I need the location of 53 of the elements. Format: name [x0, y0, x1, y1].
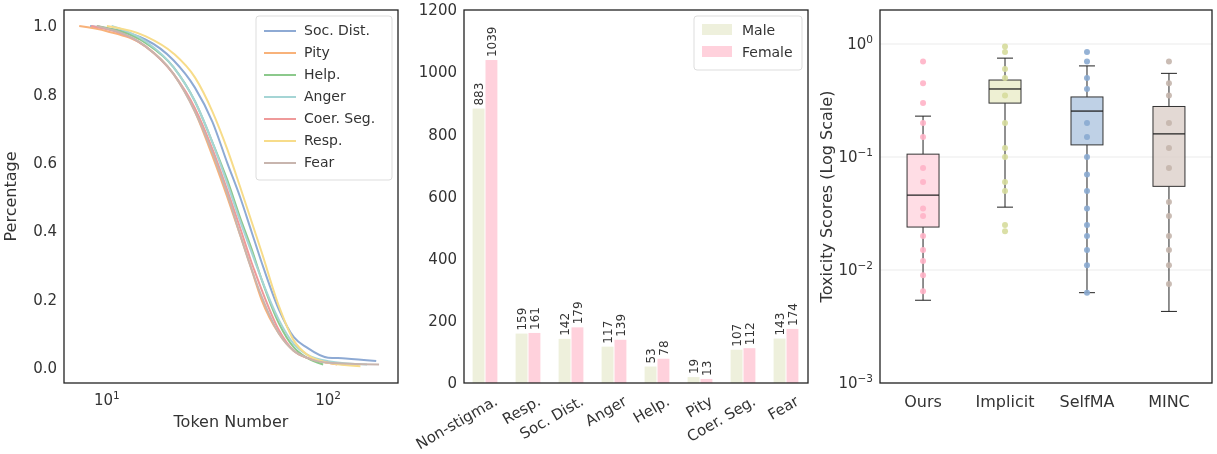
legend-label: Female: [742, 43, 793, 60]
data-label: 174: [786, 303, 801, 326]
y-tick-label: 600: [428, 187, 457, 206]
data-label: 117: [601, 320, 616, 344]
data-label: 139: [614, 313, 629, 337]
legend-label: Help.: [304, 65, 341, 82]
x-tick-label: Help.: [630, 391, 673, 428]
y-tick-label: 800: [428, 125, 457, 144]
x-tick-label: Implicit: [975, 392, 1035, 411]
y-tick-label: 0: [447, 374, 457, 393]
data-label: 159: [515, 307, 530, 331]
legend-label: Male: [742, 21, 776, 38]
data-label: 142: [558, 312, 573, 336]
legend-label: Soc. Dist.: [304, 21, 370, 38]
y-tick-label: 0.6: [33, 154, 57, 173]
data-label: 883: [472, 82, 487, 106]
x-tick-label: 10$^{2}$: [315, 389, 341, 409]
legend-label: Pity: [304, 43, 330, 60]
y-tick-label: 1.0: [33, 17, 57, 36]
y-tick-label: 1200: [418, 1, 457, 20]
x-tick-label: Ours: [904, 392, 942, 411]
y-tick-label: 0.2: [33, 290, 57, 309]
data-label: 1039: [485, 26, 500, 58]
y-tick-label: 1000: [418, 63, 457, 82]
legend-label: Coer. Seg.: [304, 109, 376, 126]
data-label: 19: [687, 358, 702, 375]
y-tick-label: 10$^{0}$: [847, 33, 873, 54]
data-label: 13: [700, 360, 715, 376]
data-label: 112: [743, 322, 758, 346]
y-tick-label: 10$^{−2}$: [838, 259, 873, 280]
y-tick-label: 0.0: [33, 359, 57, 378]
data-label: 107: [730, 323, 745, 347]
y-tick-label: 0.8: [33, 85, 57, 104]
y-tick-label: 10$^{−3}$: [838, 372, 873, 393]
x-axis-title: Token Number: [172, 412, 289, 431]
data-label: 78: [657, 340, 672, 356]
x-tick-label: 10$^{1}$: [93, 389, 120, 409]
data-label: 53: [644, 348, 659, 364]
data-label: 179: [571, 301, 586, 325]
x-tick-label: MINC: [1148, 392, 1190, 411]
y-tick-label: 10$^{−1}$: [838, 146, 873, 167]
legend-label: Resp.: [304, 131, 343, 148]
data-label: 143: [773, 312, 788, 336]
y-tick-label: 0.4: [33, 222, 57, 241]
legend-label: Fear: [304, 153, 335, 170]
y-axis-title: Toxicity Scores (Log Scale): [817, 90, 836, 304]
y-axis-title: Percentage: [1, 151, 20, 242]
legend-label: Anger: [304, 87, 346, 104]
y-tick-label: 400: [428, 249, 457, 268]
y-tick-label: 200: [428, 312, 457, 331]
x-tick-label: SelfMA: [1059, 392, 1115, 411]
x-tick-label: Fear: [764, 391, 803, 424]
data-label: 161: [528, 307, 543, 330]
